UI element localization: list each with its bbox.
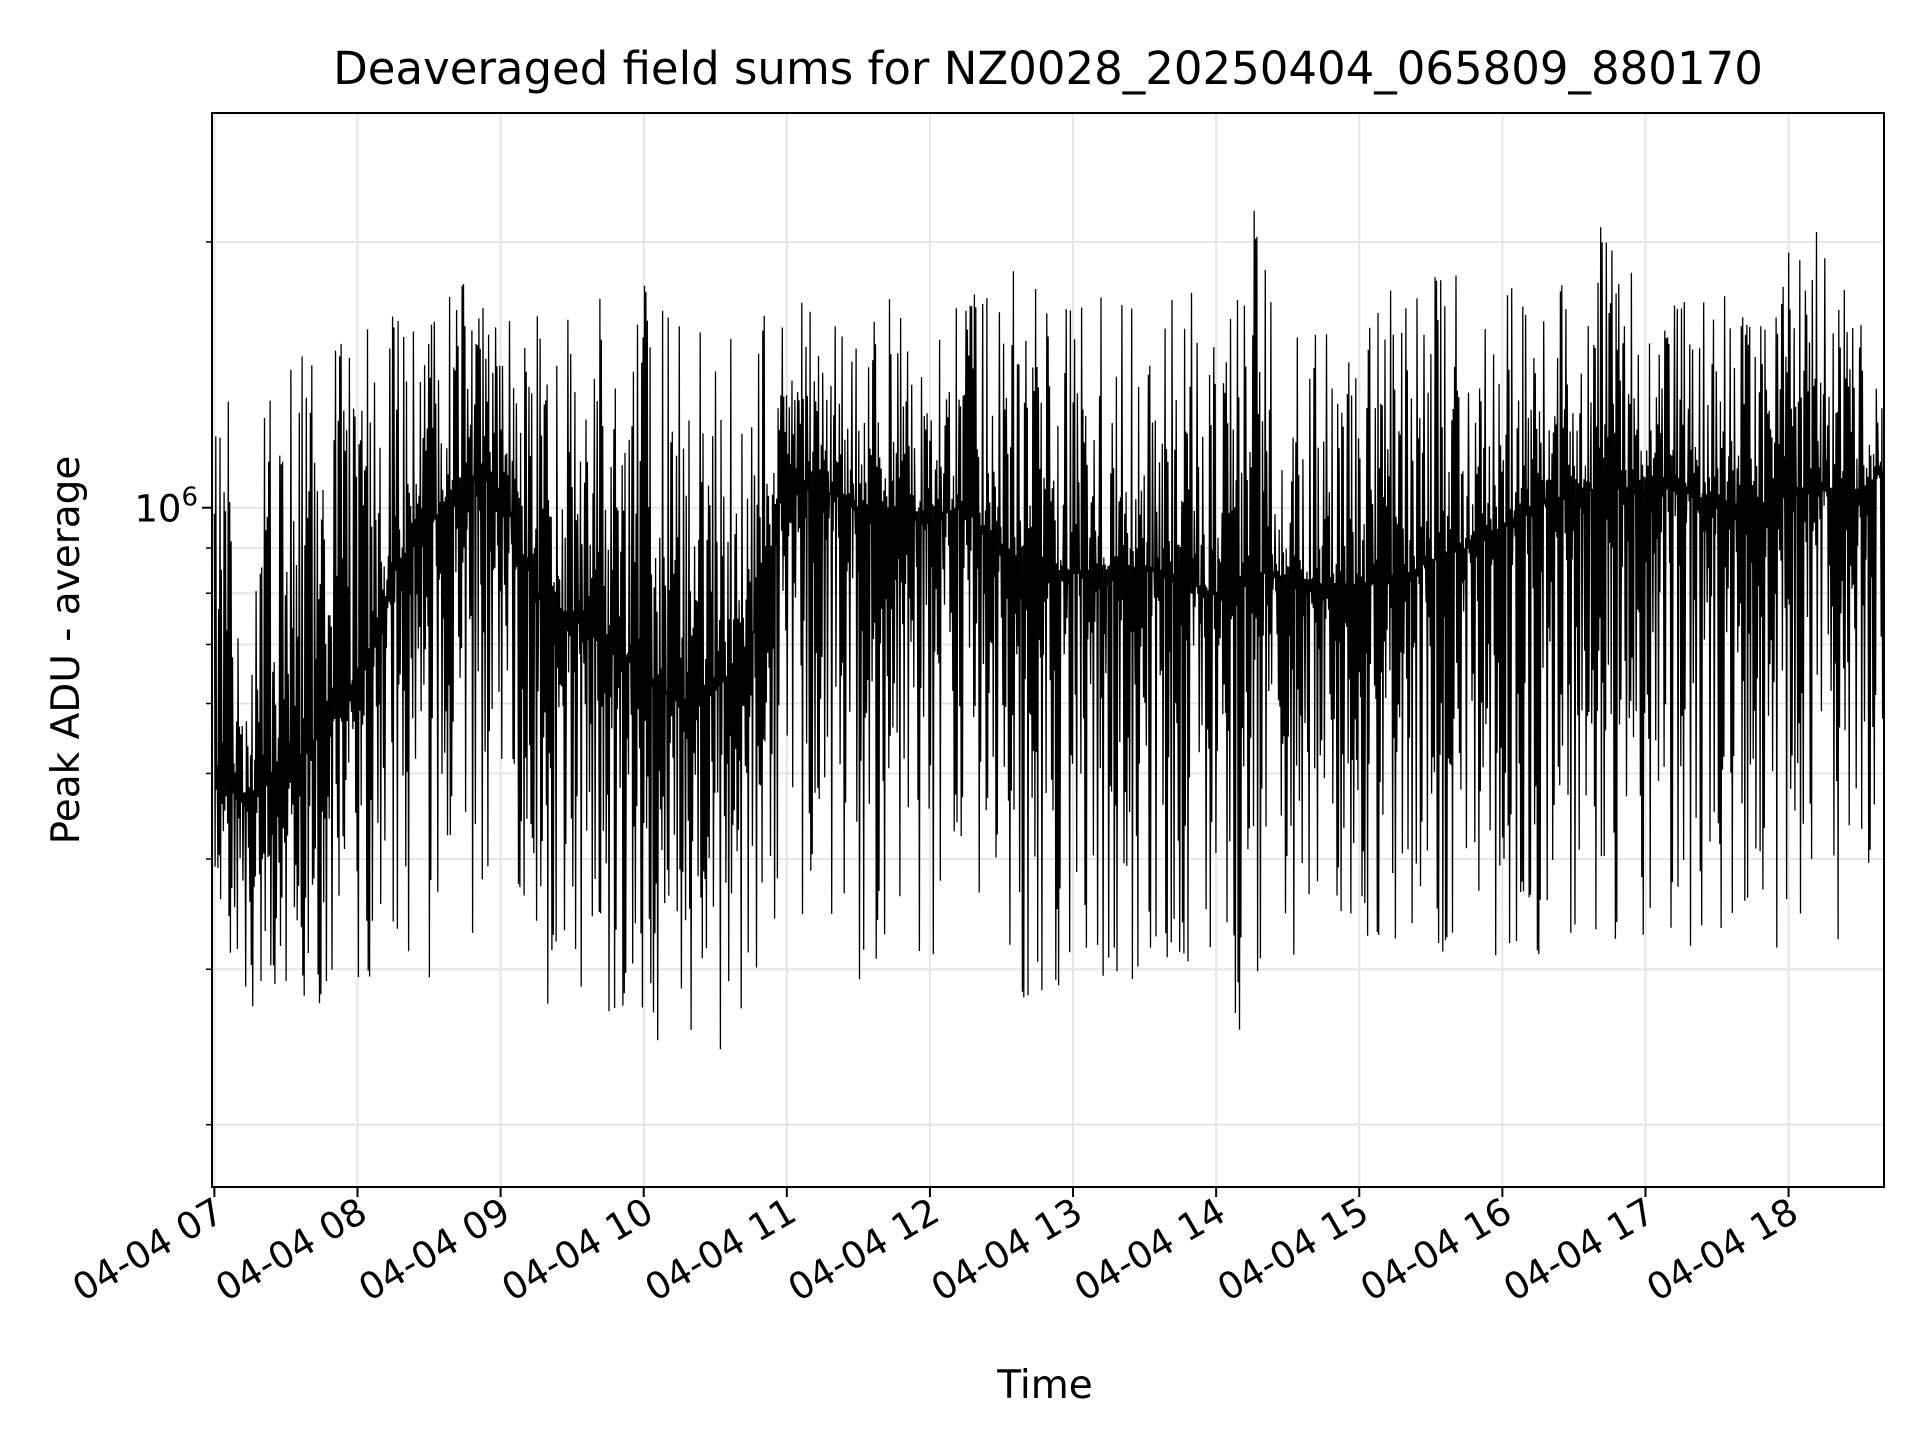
- y-tick-label: 106: [134, 483, 198, 531]
- plot-frame: [211, 112, 1885, 1188]
- chart-title: Deaveraged field sums for NZ0028_2025040…: [333, 42, 1763, 95]
- series-line: [213, 210, 1885, 1050]
- y-axis-label: Peak ADU - average: [44, 456, 89, 845]
- x-axis-label: Time: [996, 1363, 1092, 1408]
- series-layer: [213, 210, 1885, 1050]
